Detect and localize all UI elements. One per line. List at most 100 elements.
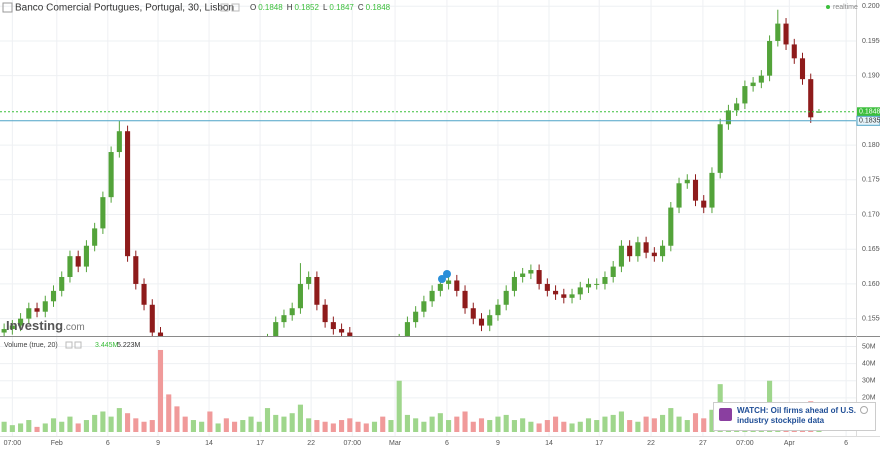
candle-body <box>108 152 114 198</box>
volume-bar <box>684 420 690 432</box>
volume-bar <box>100 411 106 432</box>
candle-body <box>125 131 131 257</box>
candle-body <box>339 329 345 333</box>
candle-body <box>520 273 526 277</box>
volume-bar <box>446 420 452 432</box>
candle-body <box>635 242 641 257</box>
volume-bar <box>577 421 583 432</box>
volume-bar <box>116 408 122 432</box>
ohlc-value: 0.1848 <box>258 3 283 12</box>
candle-body <box>577 287 583 295</box>
candle-body <box>791 44 797 59</box>
x-tick-label: 14 <box>545 440 553 447</box>
volume-bar <box>569 423 575 432</box>
volume-bar <box>297 404 303 432</box>
x-tick-label: 6 <box>106 440 110 447</box>
candle-body <box>528 270 534 274</box>
volume-bar <box>1 421 7 432</box>
volume-bar <box>594 420 600 432</box>
volume-bar <box>651 418 657 432</box>
candle-body <box>273 322 279 336</box>
candle-body <box>322 304 328 323</box>
y-tick-label: 0.1550 <box>862 315 880 322</box>
candle-body <box>9 325 15 330</box>
candle-body <box>750 82 756 87</box>
candle-body <box>83 245 89 267</box>
volume-bar <box>223 418 229 432</box>
volume-bar <box>520 418 526 432</box>
volume-tick-label: 50M <box>862 343 876 350</box>
candle-body <box>1 329 7 333</box>
candle-body <box>692 179 699 201</box>
candle-body <box>495 304 501 316</box>
volume-bar <box>487 420 493 432</box>
volume-bar <box>355 421 361 432</box>
volume-bar <box>215 423 221 432</box>
header-button[interactable] <box>74 341 82 349</box>
volume-bar <box>174 406 180 432</box>
volume-bar <box>709 409 715 432</box>
event-marker[interactable] <box>438 275 446 283</box>
price-line-tag <box>856 115 880 126</box>
candle-body <box>660 245 666 257</box>
x-tick-label: 07:00 <box>736 440 754 447</box>
volume-bar <box>314 420 320 432</box>
candle-body <box>314 276 320 305</box>
candle-body <box>627 245 633 257</box>
header-button[interactable] <box>220 3 229 12</box>
header-button[interactable] <box>65 341 73 349</box>
event-marker[interactable] <box>443 270 451 278</box>
x-tick-label: 22 <box>307 440 315 447</box>
current-price-label: 0.1848 <box>859 109 880 116</box>
volume-bar <box>256 421 262 432</box>
candle-body <box>34 308 40 312</box>
volume-bar <box>125 413 131 432</box>
candle-body <box>701 200 707 208</box>
watermark: Investing.com <box>6 318 85 333</box>
volume-bar <box>404 414 410 432</box>
volume-value: 3.445M <box>95 342 119 349</box>
volume-bar <box>92 414 98 432</box>
volume-bar <box>330 423 336 432</box>
grid <box>0 0 856 436</box>
volume-bar <box>157 349 164 432</box>
candle-body <box>799 58 806 80</box>
ad-text[interactable]: WATCH: Oil firms ahead of U.S. <box>737 406 856 415</box>
ad-text[interactable]: industry stockpile data <box>737 416 825 425</box>
x-tick-label: Apr <box>784 440 796 447</box>
x-tick-label: 14 <box>205 440 213 447</box>
candle-body <box>297 283 303 309</box>
volume-tick-label: 40M <box>862 360 876 367</box>
volume-bar <box>429 416 435 432</box>
menu-icon[interactable] <box>2 2 13 13</box>
candle-body <box>643 242 649 253</box>
candle-body <box>429 290 435 302</box>
candle-body <box>511 276 517 291</box>
volume-bar <box>635 421 641 432</box>
candle-body <box>734 103 740 111</box>
candle-body <box>783 23 789 45</box>
volume-bar <box>149 420 155 432</box>
candle-body <box>553 290 559 295</box>
volume-bar <box>421 421 427 432</box>
ad-close[interactable] <box>860 406 868 414</box>
ad-box[interactable] <box>713 402 876 431</box>
candle-body <box>141 283 147 305</box>
volume-bar <box>199 421 205 432</box>
candle-body <box>709 172 715 208</box>
x-tick-label: 27 <box>699 440 707 447</box>
chart-title: Banco Comercial Portugues, Portugal, 30,… <box>15 3 234 14</box>
x-tick-label: 07:00 <box>344 440 362 447</box>
volume-bar <box>437 413 443 432</box>
header-button[interactable] <box>231 3 240 12</box>
volume-bar <box>388 420 394 432</box>
current-price-tag <box>857 107 880 117</box>
volume-bar <box>660 414 666 432</box>
candle-body <box>42 301 48 312</box>
candle-body <box>725 110 731 125</box>
